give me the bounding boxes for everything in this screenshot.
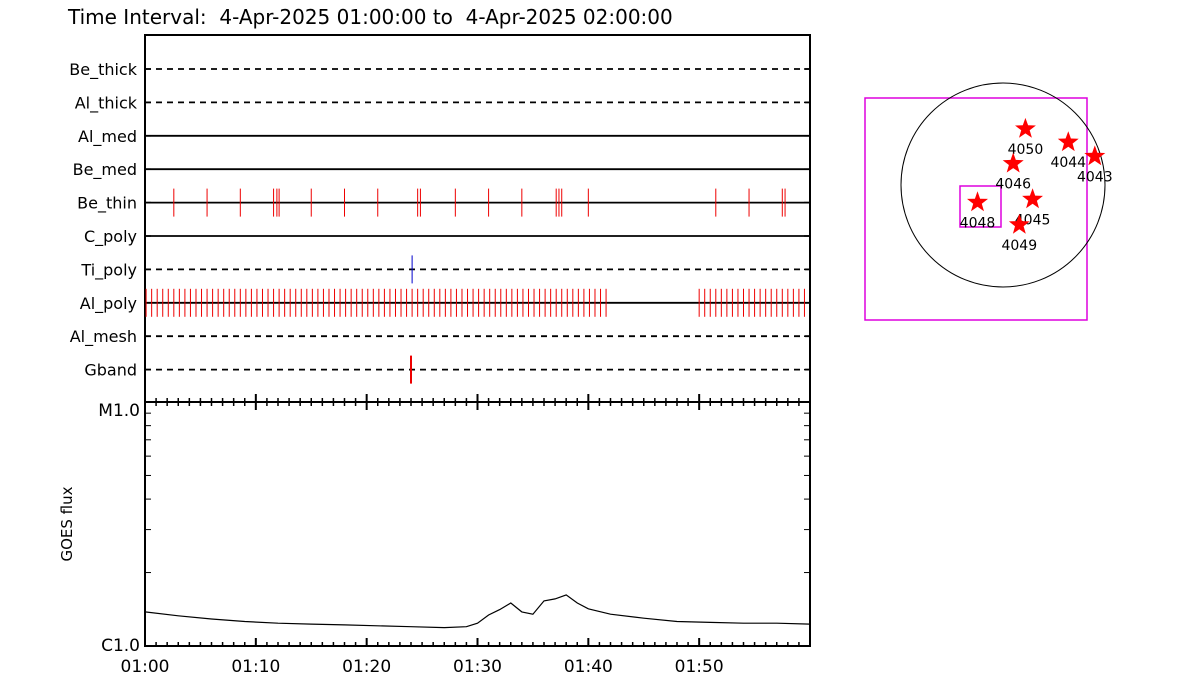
x-tick-label: 01:00: [121, 657, 170, 677]
region-star-4045: [1022, 188, 1043, 209]
region-star-4043: [1084, 145, 1106, 166]
channel-label-be_med: Be_med: [73, 160, 137, 180]
solar-limb: [900, 82, 1106, 288]
x-tick-label: 01:40: [564, 657, 613, 677]
channel-label-gband: Gband: [84, 361, 137, 380]
region-label-4048: 4048: [960, 215, 996, 231]
channel-label-al_poly: Al_poly: [80, 294, 137, 314]
channel-label-be_thin: Be_thin: [77, 194, 137, 214]
x-tick-label: 01:20: [342, 657, 391, 677]
region-star-4046: [1002, 152, 1024, 173]
region-star-4048: [967, 191, 988, 212]
channel-label-al_thick: Al_thick: [75, 93, 138, 113]
x-tick-label: 01:50: [675, 657, 724, 677]
channel-label-be_thick: Be_thick: [69, 60, 137, 80]
channel-label-ti_poly: Ti_poly: [80, 260, 137, 280]
region-star-4050: [1015, 117, 1036, 138]
region-star-4044: [1057, 131, 1079, 152]
fov-box-outer: [864, 97, 1088, 321]
x-tick-label: 01:10: [231, 657, 280, 677]
channel-label-c_poly: C_poly: [84, 227, 137, 247]
region-label-4049: 4049: [1001, 238, 1037, 254]
x-tick-label: 01:30: [453, 657, 502, 677]
filter-events-panel: Be_thick Al_thick Al_med Be_med Be_thin C_pol…: [69, 34, 811, 403]
events-panel-frame: [144, 34, 811, 403]
y-axis-label: GOES flux: [58, 486, 76, 561]
region-label-4046: 4046: [995, 177, 1031, 193]
y-tick-label-bottom: C1.0: [101, 636, 140, 656]
goes-flux-panel: M1.0 C1.0 GOES flux 01:00 01:10 01:20 01:30…: [58, 394, 811, 677]
region-star-4049: [1008, 213, 1030, 234]
channel-label-al_med: Al_med: [78, 127, 137, 147]
y-tick-label-top: M1.0: [98, 401, 140, 421]
region-label-4050: 4050: [1008, 142, 1044, 158]
region-label-4044: 4044: [1050, 155, 1086, 171]
goes-panel-frame: [144, 401, 811, 647]
channel-label-al_mesh: Al_mesh: [70, 327, 137, 347]
time-interval-title: Time Interval: 4-Apr-2025 01:00:00 to 4-…: [67, 5, 673, 29]
fov-box-inner: [959, 185, 1002, 228]
region-label-4043: 4043: [1077, 169, 1113, 185]
goes-flux-curve: [144, 594, 811, 629]
